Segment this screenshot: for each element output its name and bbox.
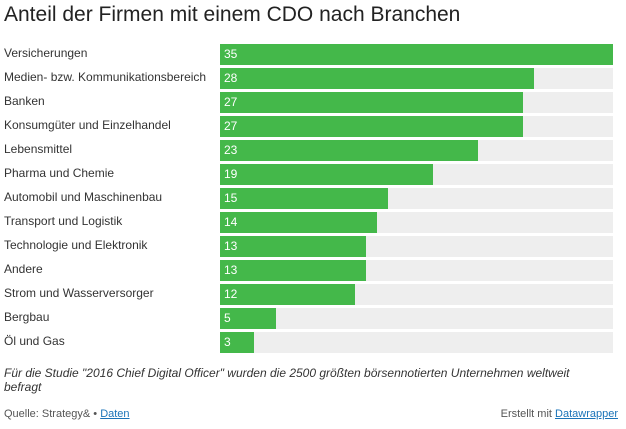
bar-row: Andere 13: [0, 260, 626, 281]
bar: 5: [220, 308, 277, 329]
bar-value-label: 13: [224, 239, 238, 253]
bar: 19: [220, 164, 434, 185]
bar-value-label: 19: [224, 167, 238, 181]
category-label: Pharma und Chemie: [4, 166, 115, 180]
category-label: Banken: [4, 94, 45, 108]
bar-row: Automobil und Maschinenbau 15: [0, 188, 626, 209]
chart-title: Anteil der Firmen mit einem CDO nach Bra…: [4, 3, 461, 26]
bar-track: 14: [220, 212, 613, 233]
bar-row: Lebensmittel 23: [0, 140, 626, 161]
bar-value-label: 28: [224, 71, 238, 85]
bar: 12: [220, 284, 355, 305]
bar-row: Banken 27: [0, 92, 626, 113]
bar-track: 3: [220, 332, 613, 353]
bar-track: 28: [220, 68, 613, 89]
bar-track: 5: [220, 308, 613, 329]
bar-row: Medien- bzw. Kommunikationsbereich 28: [0, 68, 626, 89]
bar-value-label: 27: [224, 95, 238, 109]
bar-track: 13: [220, 236, 613, 257]
chart-note: Für die Studie "2016 Chief Digital Offic…: [4, 366, 570, 394]
bar: 14: [220, 212, 378, 233]
bar-row: Bergbau 5: [0, 308, 626, 329]
source-text: Quelle: Strategy& •: [4, 408, 98, 420]
bar-value-label: 12: [224, 287, 238, 301]
bar-track: 23: [220, 140, 613, 161]
credit-text: Erstellt mit: [500, 408, 552, 420]
bar-track: 12: [220, 284, 613, 305]
bar-row: Strom und Wasserversorger 12: [0, 284, 626, 305]
bar-row: Konsumgüter und Einzelhandel 27: [0, 116, 626, 137]
bar-value-label: 13: [224, 263, 238, 277]
bar-row: Pharma und Chemie 19: [0, 164, 626, 185]
bar-track: 27: [220, 92, 613, 113]
category-label: Strom und Wasserversorger: [4, 286, 154, 300]
bar-row: Transport und Logistik 14: [0, 212, 626, 233]
bar-value-label: 23: [224, 143, 238, 157]
category-label: Medien- bzw. Kommunikationsbereich: [4, 70, 207, 84]
bar: 27: [220, 116, 524, 137]
category-label: Technologie und Elektronik: [4, 238, 148, 252]
bar: 23: [220, 140, 479, 161]
category-label: Andere: [4, 262, 43, 276]
category-label: Konsumgüter und Einzelhandel: [4, 118, 171, 132]
category-label: Automobil und Maschinenbau: [4, 190, 163, 204]
bar-row: Versicherungen 35: [0, 44, 626, 65]
datawrapper-link[interactable]: Datawrapper: [555, 408, 618, 420]
category-label: Bergbau: [4, 310, 50, 324]
bar-value-label: 27: [224, 119, 238, 133]
bar: 3: [220, 332, 254, 353]
category-label: Lebensmittel: [4, 142, 73, 156]
data-link[interactable]: Daten: [100, 408, 130, 420]
bar-track: 27: [220, 116, 613, 137]
bar-row: Technologie und Elektronik 13: [0, 236, 626, 257]
bar-value-label: 35: [224, 47, 238, 61]
credit-line: Erstellt mit Datawrapper: [501, 408, 618, 420]
bar: 15: [220, 188, 389, 209]
bar: 28: [220, 68, 535, 89]
bar-track: 35: [220, 44, 613, 65]
source-line: Quelle: Strategy& • Daten: [4, 408, 130, 420]
category-label: Versicherungen: [4, 46, 88, 60]
bar: 27: [220, 92, 524, 113]
bar-row: Öl und Gas 3: [0, 332, 626, 353]
category-label: Öl und Gas: [4, 334, 65, 348]
bar-track: 15: [220, 188, 613, 209]
bar-track: 13: [220, 260, 613, 281]
category-label: Transport und Logistik: [4, 214, 123, 228]
bar: 13: [220, 260, 366, 281]
bar-value-label: 5: [224, 311, 231, 325]
bar-value-label: 3: [224, 335, 231, 349]
bar: 13: [220, 236, 366, 257]
bar-value-label: 14: [224, 215, 238, 229]
bar: 35: [220, 44, 613, 65]
bar-track: 19: [220, 164, 613, 185]
bar-value-label: 15: [224, 191, 238, 205]
